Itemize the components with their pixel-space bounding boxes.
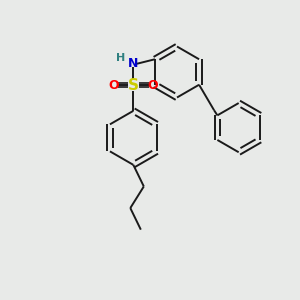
Text: N: N: [128, 57, 139, 70]
Text: S: S: [128, 78, 139, 93]
Text: O: O: [148, 79, 158, 92]
Text: H: H: [116, 53, 125, 63]
Text: O: O: [109, 79, 119, 92]
